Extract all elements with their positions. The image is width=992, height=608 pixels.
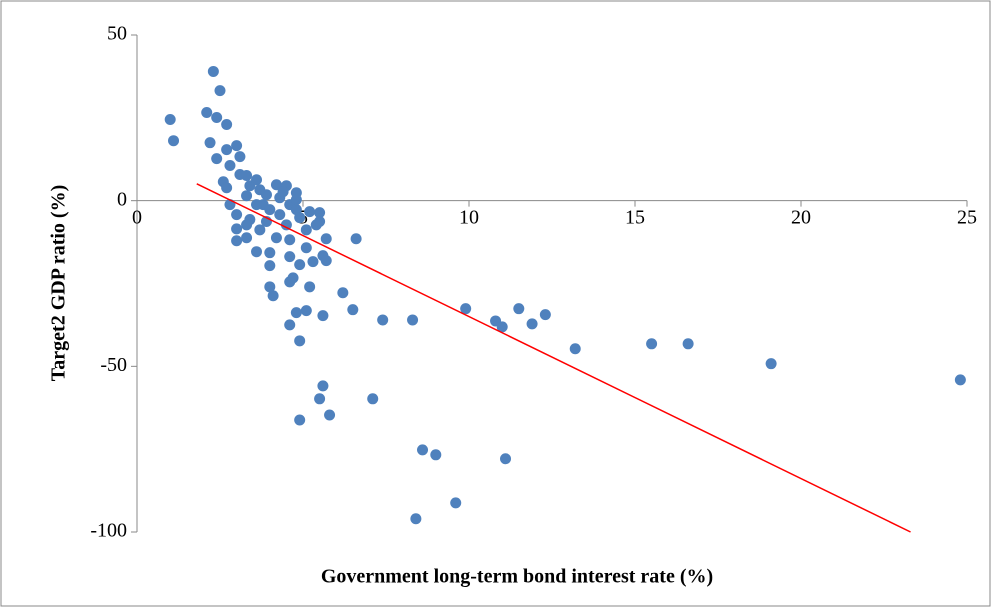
point xyxy=(270,179,282,191)
point xyxy=(646,338,658,350)
point xyxy=(954,374,966,386)
point xyxy=(284,234,296,246)
point xyxy=(224,160,236,172)
point xyxy=(241,169,253,181)
point xyxy=(287,272,299,284)
point xyxy=(251,174,263,186)
point xyxy=(526,318,538,330)
point xyxy=(430,449,442,461)
x-tick-label: 25 xyxy=(957,206,977,228)
point xyxy=(231,223,243,235)
point xyxy=(221,118,233,130)
point xyxy=(290,194,302,206)
point xyxy=(350,233,362,245)
y-axis-title: Target2 GDP ratio (%) xyxy=(48,185,70,381)
point xyxy=(324,409,336,421)
x-tick-label: 20 xyxy=(791,206,811,228)
point xyxy=(211,112,223,124)
point xyxy=(294,212,306,224)
point xyxy=(264,260,276,272)
y-tick-label: -100 xyxy=(90,520,127,542)
point xyxy=(317,380,329,392)
point xyxy=(280,219,292,231)
point xyxy=(300,242,312,254)
point xyxy=(241,232,253,244)
point xyxy=(201,107,213,119)
point xyxy=(284,251,296,263)
point xyxy=(317,310,329,322)
point xyxy=(251,199,263,211)
point xyxy=(367,393,379,405)
point xyxy=(270,232,282,244)
point xyxy=(300,305,312,317)
point xyxy=(337,287,349,299)
point xyxy=(569,343,581,355)
x-tick-label: 15 xyxy=(625,206,645,228)
point xyxy=(304,281,316,293)
point xyxy=(314,207,326,219)
point xyxy=(307,256,319,268)
x-axis-title: Government long-term bond interest rate … xyxy=(321,566,713,588)
point xyxy=(765,358,777,370)
point xyxy=(682,338,694,350)
point xyxy=(254,224,266,236)
point xyxy=(496,321,508,333)
point xyxy=(241,190,253,202)
point xyxy=(300,224,312,236)
point xyxy=(314,216,326,228)
x-tick-label: 10 xyxy=(459,206,479,228)
point xyxy=(290,307,302,319)
point xyxy=(304,206,316,218)
point xyxy=(251,246,263,258)
point xyxy=(204,137,216,149)
x-tick-label: 0 xyxy=(132,206,142,228)
point xyxy=(320,233,332,245)
point xyxy=(294,335,306,347)
point xyxy=(500,453,512,465)
trendline xyxy=(196,183,911,533)
y-tick-label: -50 xyxy=(100,354,127,376)
point xyxy=(410,513,422,525)
point xyxy=(284,319,296,331)
y-tick-label: 0 xyxy=(117,188,127,210)
point xyxy=(267,290,279,302)
point xyxy=(314,393,326,405)
point xyxy=(417,444,429,456)
point xyxy=(320,255,332,267)
point xyxy=(264,281,276,293)
point xyxy=(539,309,551,321)
point xyxy=(294,414,306,426)
point xyxy=(347,304,359,316)
point xyxy=(274,209,286,221)
point xyxy=(231,209,243,221)
point xyxy=(231,140,243,152)
point xyxy=(264,204,276,216)
point xyxy=(241,219,253,231)
y-tick-label: 50 xyxy=(107,23,127,45)
point xyxy=(214,85,226,97)
point xyxy=(221,144,233,156)
point xyxy=(450,497,462,509)
point xyxy=(407,314,419,326)
point xyxy=(164,113,176,125)
point xyxy=(254,184,266,196)
point xyxy=(221,182,233,194)
point xyxy=(207,65,219,77)
point xyxy=(211,153,223,165)
point xyxy=(234,151,246,163)
point xyxy=(277,186,289,198)
point xyxy=(377,314,389,326)
point xyxy=(513,303,525,315)
point xyxy=(460,303,472,315)
point xyxy=(264,247,276,259)
point xyxy=(168,135,180,147)
point xyxy=(294,259,306,271)
point xyxy=(231,235,243,247)
